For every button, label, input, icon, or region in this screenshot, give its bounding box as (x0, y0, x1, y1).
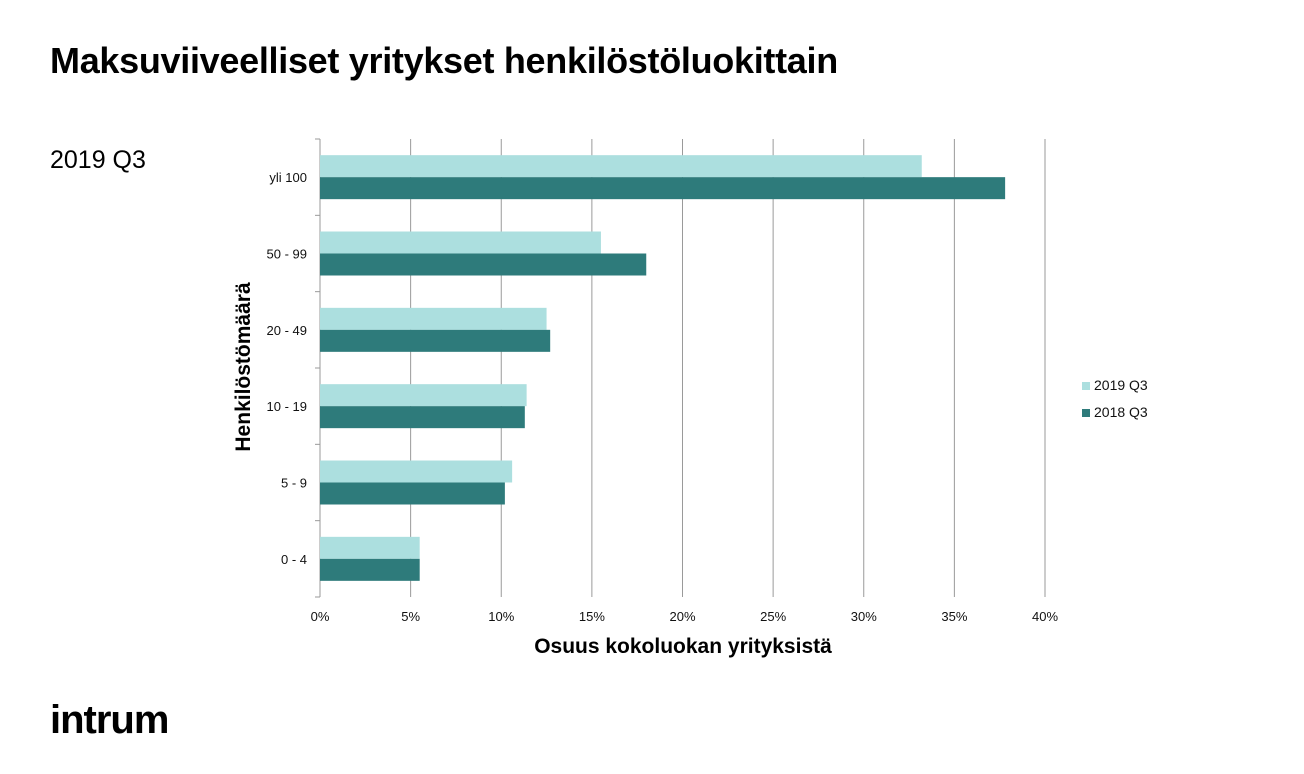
x-tick-label: 30% (851, 609, 877, 624)
tick-labels: 0% 5% 10% 15% 20% 25% 30% 35% 40% yli 100 50 - 99 2… (267, 170, 1059, 624)
y-tick-label: yli 100 (269, 170, 307, 185)
y-tick-label: 10 - 19 (267, 399, 307, 414)
legend-label: 2018 Q3 (1094, 404, 1148, 420)
bar-series-1 (320, 231, 601, 254)
x-tick-label: 40% (1032, 609, 1058, 624)
x-tick-label: 15% (579, 609, 605, 624)
x-tick-label: 0% (311, 609, 330, 624)
page-title: Maksuviiveelliset yritykset henkilöstölu… (50, 40, 838, 81)
y-tick-label: 0 - 4 (281, 552, 307, 567)
bar-series-1 (320, 536, 420, 559)
period-label: 2019 Q3 (50, 146, 146, 174)
x-tick-label: 20% (669, 609, 695, 624)
bar-series-2 (320, 482, 505, 505)
legend-swatch (1082, 382, 1090, 390)
bar-series-1 (320, 460, 513, 483)
legend: 2019 Q3 2018 Q3 (1082, 377, 1148, 420)
y-tick-label: 20 - 49 (267, 323, 307, 338)
bar-series-2 (320, 253, 647, 276)
grid-lines (315, 138, 1046, 598)
bar-series-2 (320, 558, 420, 581)
y-tick-label: 5 - 9 (281, 476, 307, 491)
bar-series-1 (320, 155, 922, 178)
bar-series-1 (320, 384, 527, 407)
bar-series-2 (320, 406, 525, 429)
y-axis-title: Henkilöstömäärä (232, 282, 255, 452)
x-tick-label: 35% (941, 609, 967, 624)
bar-series-2 (320, 329, 551, 352)
bar-series-1 (320, 307, 547, 330)
bar-series-2 (320, 177, 1006, 200)
x-tick-label: 25% (760, 609, 786, 624)
legend-swatch (1082, 409, 1090, 417)
x-tick-label: 5% (401, 609, 420, 624)
bars (320, 155, 1006, 581)
x-tick-label: 10% (488, 609, 514, 624)
intrum-logo: intrum (50, 698, 169, 742)
legend-label: 2019 Q3 (1094, 377, 1148, 393)
x-axis-title: Osuus kokoluokan yrityksistä (534, 635, 832, 658)
y-tick-label: 50 - 99 (267, 247, 307, 262)
